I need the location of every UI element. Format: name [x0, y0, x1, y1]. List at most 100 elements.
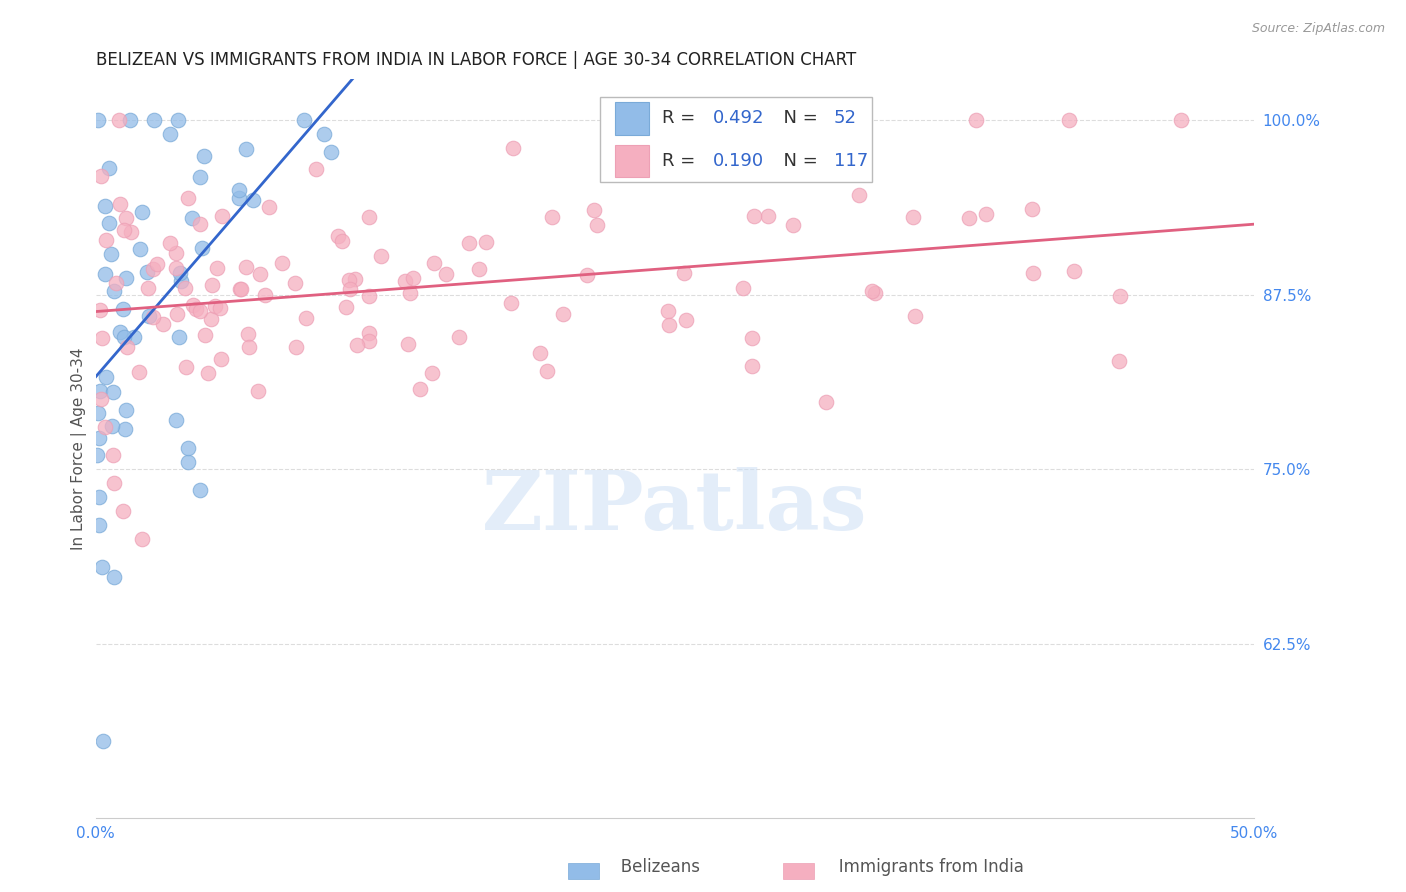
Text: Immigrants from India: Immigrants from India: [823, 858, 1024, 876]
Point: [228, 282, 250, 296]
FancyBboxPatch shape: [614, 145, 650, 178]
Point: [328, 229, 350, 244]
Point: [193, 149, 215, 163]
Point: [284, 341, 307, 355]
Point: [115, 340, 138, 354]
Point: [596, 113, 619, 128]
Point: [204, 299, 226, 313]
Point: [499, 296, 522, 310]
Point: [166, 307, 188, 321]
Point: [142, 262, 165, 277]
Point: [1022, 267, 1045, 281]
Point: [87, 406, 110, 420]
Point: [188, 169, 211, 184]
Point: [346, 338, 368, 352]
Point: [108, 197, 131, 211]
Point: [159, 127, 181, 141]
Point: [449, 330, 471, 344]
Point: [94, 420, 117, 434]
Point: [90, 559, 112, 574]
Point: [169, 329, 191, 343]
Point: [97, 215, 120, 229]
Point: [114, 271, 136, 285]
Point: [103, 284, 125, 298]
Point: [434, 268, 457, 282]
Point: [257, 200, 280, 214]
Point: [94, 267, 117, 281]
Point: [228, 183, 250, 197]
Point: [782, 218, 804, 232]
FancyBboxPatch shape: [783, 863, 814, 879]
Point: [211, 209, 233, 223]
Text: N =: N =: [772, 110, 824, 128]
Point: [758, 209, 780, 223]
Point: [114, 422, 136, 436]
Point: [186, 302, 208, 317]
Point: [1063, 264, 1085, 278]
Point: [94, 370, 117, 384]
Point: [112, 302, 135, 317]
Point: [115, 403, 138, 417]
Point: [145, 257, 167, 271]
Point: [359, 326, 381, 341]
Point: [1057, 113, 1080, 128]
Point: [253, 288, 276, 302]
Point: [107, 113, 129, 128]
Point: [249, 267, 271, 281]
Text: 0.190: 0.190: [713, 152, 765, 169]
Point: [112, 330, 135, 344]
Point: [89, 384, 111, 398]
Point: [305, 162, 328, 177]
Text: R =: R =: [662, 110, 702, 128]
Point: [848, 188, 870, 202]
Point: [246, 384, 269, 399]
Point: [90, 169, 112, 184]
Point: [188, 217, 211, 231]
Point: [335, 300, 357, 314]
Point: [94, 199, 117, 213]
FancyBboxPatch shape: [568, 863, 599, 879]
Point: [271, 256, 294, 270]
Point: [295, 311, 318, 326]
Point: [129, 242, 152, 256]
Point: [541, 210, 564, 224]
Point: [181, 298, 204, 312]
Point: [337, 272, 360, 286]
Point: [457, 235, 479, 250]
Point: [408, 382, 430, 396]
Point: [108, 325, 131, 339]
Point: [194, 327, 217, 342]
Point: [131, 205, 153, 219]
Point: [167, 113, 190, 128]
Point: [170, 274, 193, 288]
Point: [188, 483, 211, 497]
Point: [475, 235, 498, 250]
Point: [201, 277, 224, 292]
Point: [111, 504, 134, 518]
Point: [100, 247, 122, 261]
Point: [90, 331, 112, 345]
Point: [174, 281, 197, 295]
Point: [292, 113, 315, 128]
Point: [1109, 289, 1132, 303]
Point: [188, 304, 211, 318]
Point: [657, 303, 679, 318]
Point: [142, 310, 165, 324]
Point: [238, 327, 260, 342]
Point: [103, 476, 125, 491]
Point: [744, 210, 766, 224]
Point: [165, 413, 187, 427]
Text: N =: N =: [772, 152, 824, 169]
Point: [159, 236, 181, 251]
Point: [87, 431, 110, 445]
Text: Belizeans: Belizeans: [605, 858, 700, 876]
Point: [165, 261, 187, 276]
Point: [90, 392, 112, 407]
Point: [101, 385, 124, 400]
Point: [1170, 113, 1192, 128]
Point: [200, 312, 222, 326]
Point: [112, 223, 135, 237]
Point: [420, 366, 443, 380]
Point: [128, 365, 150, 379]
Point: [235, 142, 257, 156]
